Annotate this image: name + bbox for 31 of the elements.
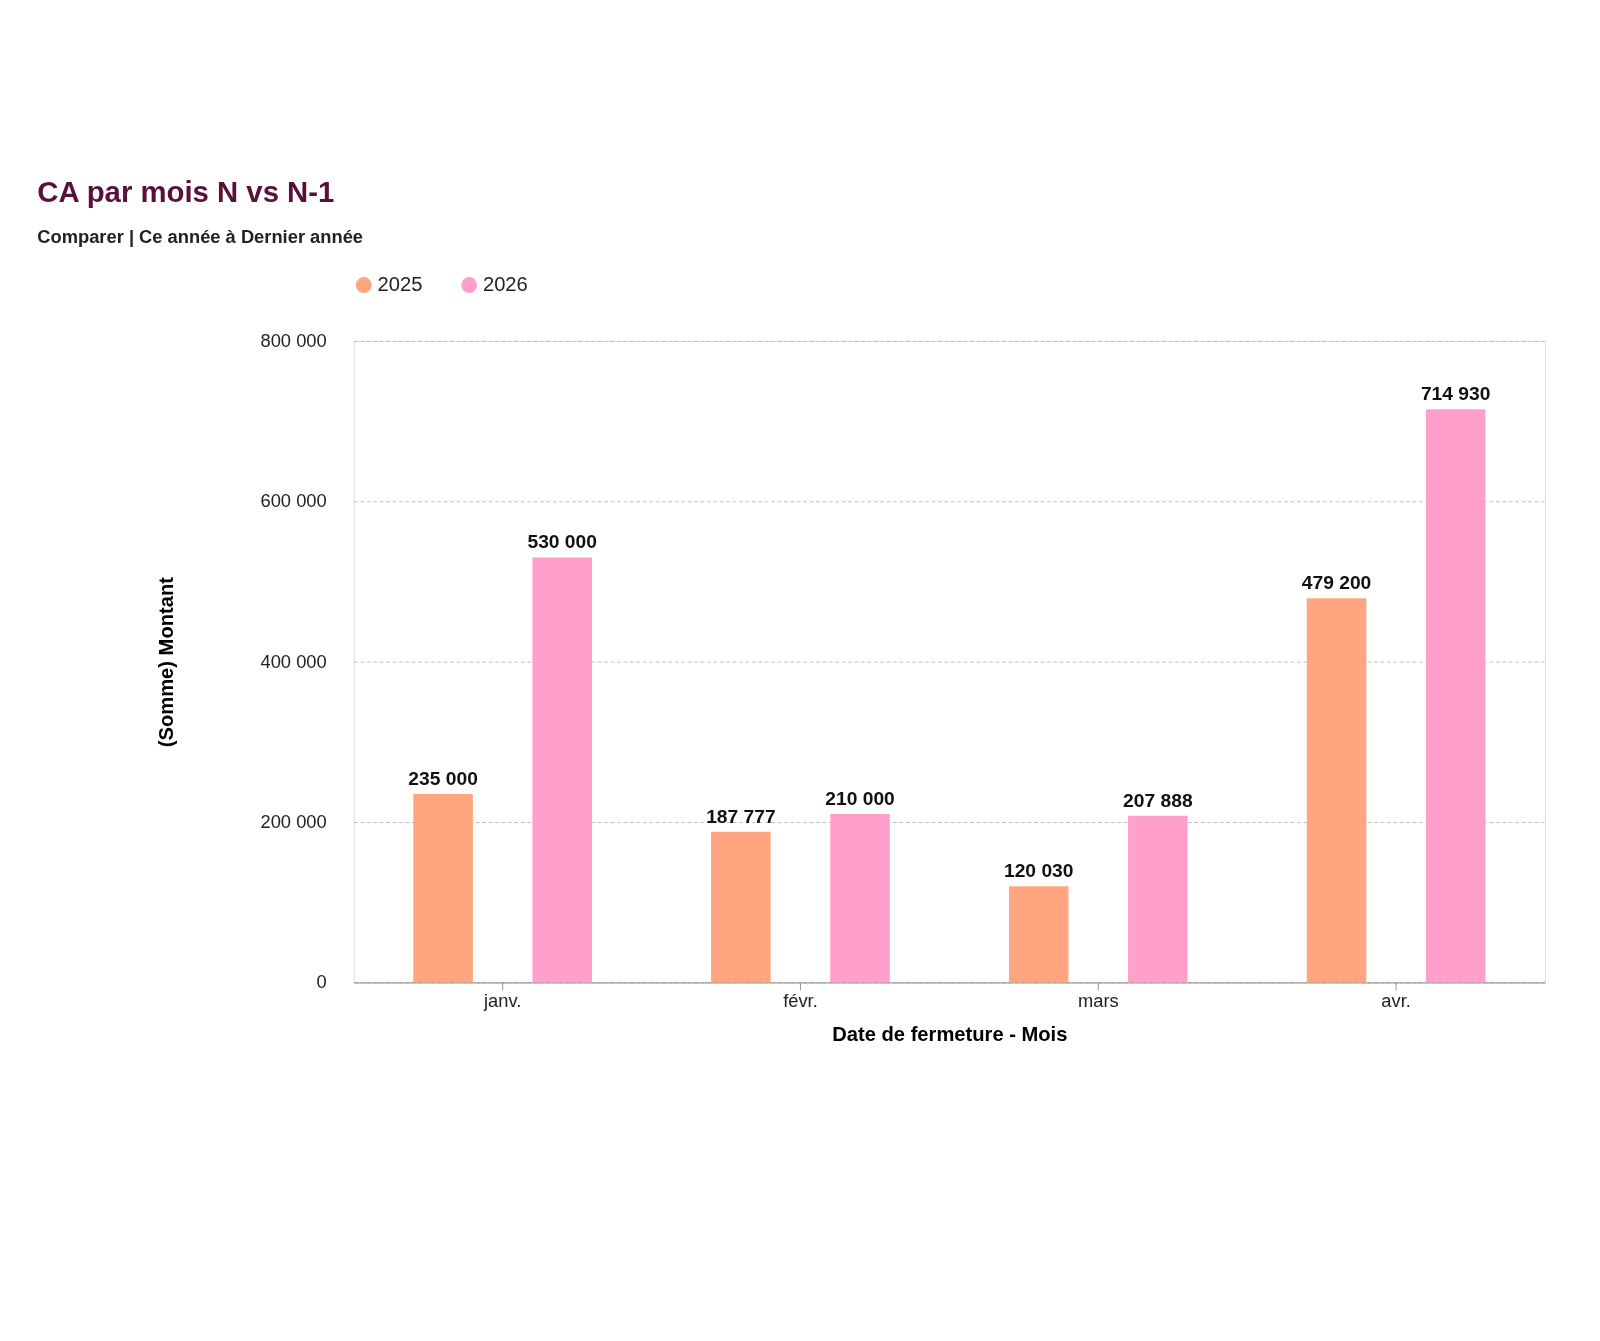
bar <box>1306 598 1367 983</box>
chart-title: CA par mois N vs N-1 <box>37 174 335 208</box>
data-label: 479 200 <box>1301 572 1372 594</box>
bar <box>830 814 890 983</box>
x-axis-title: Date de fermeture - Mois <box>832 1022 1068 1045</box>
legend-label: 2026 <box>482 273 528 296</box>
x-tick-label: févr. <box>783 989 818 1011</box>
bar <box>1425 409 1486 983</box>
data-label: 530 000 <box>527 531 597 553</box>
bar <box>532 557 592 983</box>
y-axis-title: (Somme) Montant <box>155 576 178 748</box>
y-tick-label: 800 000 <box>260 329 327 351</box>
x-tick-label: avr. <box>1381 989 1411 1011</box>
y-tick-label: 200 000 <box>260 811 327 833</box>
data-label: 235 000 <box>408 767 478 789</box>
y-tick-label: 400 000 <box>260 650 327 672</box>
bar <box>1008 886 1069 983</box>
data-label: 187 777 <box>706 805 776 827</box>
x-tick-label: mars <box>1077 989 1119 1011</box>
data-label: 714 930 <box>1420 383 1491 404</box>
x-tick-label: janv. <box>482 989 522 1011</box>
bar <box>711 831 771 983</box>
y-tick-label: 0 <box>316 971 327 993</box>
data-label: 210 000 <box>825 787 895 809</box>
y-tick-label: 600 000 <box>260 490 327 512</box>
legend-label: 2025 <box>377 273 423 296</box>
data-label: 207 888 <box>1123 789 1193 811</box>
bar <box>413 793 473 983</box>
data-label: 120 030 <box>1003 860 1074 882</box>
text: Comparer | Ce année à Dernier année <box>37 225 364 247</box>
bar <box>1128 815 1188 983</box>
